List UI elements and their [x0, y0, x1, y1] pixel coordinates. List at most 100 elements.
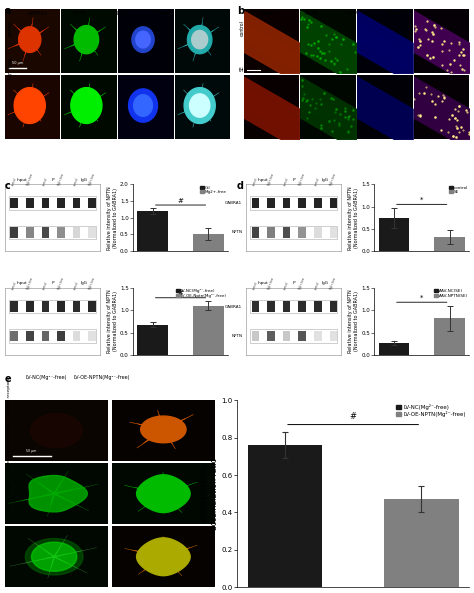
- Bar: [73, 227, 81, 238]
- Text: Mg2+‑free: Mg2+‑free: [26, 276, 34, 290]
- Bar: [329, 331, 337, 342]
- Text: NPTN: NPTN: [305, 11, 318, 15]
- Text: control: control: [252, 177, 259, 186]
- Bar: [73, 197, 81, 208]
- Bar: [252, 227, 259, 238]
- Bar: [434, 237, 465, 251]
- Text: control: control: [8, 21, 13, 36]
- Text: IP: IP: [292, 281, 296, 285]
- Y-axis label: Relative intensity of NPTN
(Normalized to GABRA1): Relative intensity of NPTN (Normalized t…: [348, 289, 359, 353]
- Bar: [193, 234, 224, 251]
- Bar: [73, 331, 81, 342]
- Bar: [10, 197, 18, 208]
- Text: #: #: [350, 412, 356, 421]
- Bar: [298, 301, 306, 312]
- Text: control: control: [73, 177, 80, 186]
- Text: GABRA1: GABRA1: [0, 201, 1, 205]
- Bar: [283, 197, 291, 208]
- Text: DAPI: DAPI: [117, 11, 128, 15]
- Text: Input: Input: [258, 281, 269, 285]
- Text: c: c: [5, 181, 10, 191]
- Text: Input: Input: [17, 178, 27, 181]
- Bar: [57, 301, 65, 312]
- Bar: [298, 227, 306, 238]
- Text: GABRA1: GABRA1: [225, 305, 242, 309]
- Text: GABRA1: GABRA1: [0, 305, 1, 309]
- Text: *: *: [420, 295, 423, 301]
- Bar: [250, 300, 337, 313]
- Polygon shape: [25, 538, 83, 575]
- Text: Mg2+‑free: Mg2+‑free: [57, 173, 65, 186]
- Bar: [137, 324, 168, 355]
- Bar: [88, 331, 96, 342]
- Bar: [329, 301, 337, 312]
- Text: IgG: IgG: [81, 178, 88, 181]
- Y-axis label: Relative intensity of NPTN
(Normalized to GABRA1): Relative intensity of NPTN (Normalized t…: [107, 186, 118, 250]
- Text: IgG: IgG: [81, 281, 88, 285]
- Bar: [42, 197, 49, 208]
- Text: control: control: [11, 280, 18, 290]
- Bar: [314, 331, 322, 342]
- Text: GABRA1: GABRA1: [260, 11, 280, 15]
- Text: Mg2+‑free: Mg2+‑free: [57, 276, 65, 290]
- Bar: [26, 301, 34, 312]
- Polygon shape: [192, 30, 208, 49]
- Bar: [329, 227, 337, 238]
- Bar: [298, 331, 306, 342]
- Text: Input: Input: [258, 178, 269, 181]
- Text: NPTN: NPTN: [231, 231, 242, 234]
- Bar: [314, 197, 322, 208]
- Text: GABRA1: GABRA1: [28, 11, 48, 15]
- Text: IP: IP: [51, 178, 55, 181]
- Text: control: control: [283, 177, 290, 186]
- Bar: [283, 301, 291, 312]
- Polygon shape: [137, 475, 190, 512]
- Bar: [250, 196, 337, 210]
- Bar: [73, 301, 81, 312]
- Text: GABRA1: GABRA1: [225, 201, 242, 205]
- Text: a: a: [5, 6, 11, 16]
- Bar: [10, 301, 18, 312]
- Bar: [57, 331, 65, 342]
- Bar: [9, 330, 96, 343]
- Y-axis label: Relative intensity of NPTN
(Normalized to GABRA1): Relative intensity of NPTN (Normalized t…: [107, 289, 118, 353]
- Text: internalized receptors: internalized receptors: [7, 423, 10, 468]
- Bar: [267, 197, 275, 208]
- Bar: [314, 227, 322, 238]
- Bar: [267, 227, 275, 238]
- Text: Merge: Merge: [387, 11, 402, 15]
- Bar: [10, 331, 18, 342]
- Bar: [57, 227, 65, 238]
- Bar: [267, 301, 275, 312]
- Text: Mg2+‑free: Mg2+‑free: [267, 173, 275, 186]
- Polygon shape: [134, 95, 153, 116]
- Text: control: control: [240, 21, 245, 36]
- Bar: [384, 499, 459, 587]
- Polygon shape: [190, 94, 210, 117]
- Legend: control, SE: control, SE: [449, 185, 468, 195]
- Bar: [434, 318, 465, 355]
- Text: NPTN: NPTN: [0, 231, 1, 234]
- Bar: [252, 301, 259, 312]
- Bar: [88, 301, 96, 312]
- Text: d: d: [237, 181, 244, 191]
- Legend: LV-NC(Mg²⁻-free), LV-OE-NPTN(Mg²⁻-free): LV-NC(Mg²⁻-free), LV-OE-NPTN(Mg²⁻-free): [395, 403, 466, 417]
- Text: Mg2+‑free: Mg2+‑free: [267, 276, 275, 290]
- Text: control: control: [314, 280, 321, 290]
- Y-axis label: Relative intensity of NPTN
(Normalized to GABRA1): Relative intensity of NPTN (Normalized t…: [348, 186, 359, 250]
- Text: IP: IP: [51, 281, 55, 285]
- Polygon shape: [18, 27, 41, 52]
- Text: Mg2+‑free: Mg2+‑free: [329, 173, 337, 186]
- Text: NPTN: NPTN: [231, 334, 242, 338]
- Text: Mg²⁻-free: Mg²⁻-free: [8, 57, 13, 79]
- Bar: [9, 226, 96, 239]
- Bar: [379, 343, 409, 355]
- Text: DAPI: DAPI: [347, 11, 359, 15]
- Bar: [57, 197, 65, 208]
- Bar: [10, 227, 18, 238]
- Text: control: control: [252, 280, 259, 290]
- Text: 50 μm: 50 μm: [12, 60, 23, 65]
- Polygon shape: [32, 542, 77, 571]
- Bar: [283, 227, 291, 238]
- Text: control: control: [42, 280, 49, 290]
